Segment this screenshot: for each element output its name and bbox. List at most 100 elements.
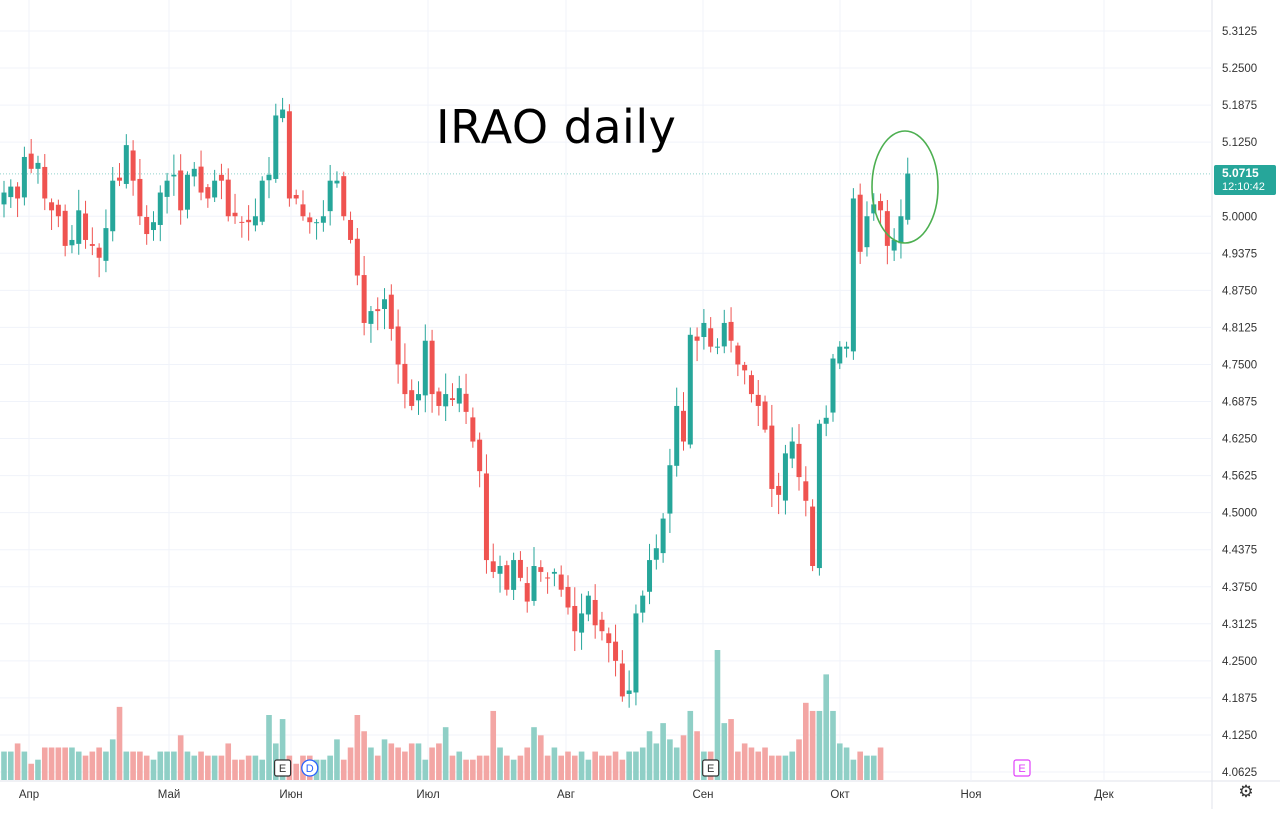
volume-bar	[388, 743, 395, 780]
volume-bar	[164, 751, 170, 780]
y-tick-label: 4.8750	[1222, 285, 1257, 297]
volume-bar	[279, 719, 286, 780]
candle-body	[239, 221, 245, 223]
volume-bar	[239, 759, 245, 780]
candle-body	[728, 321, 734, 341]
candle-body	[307, 217, 313, 223]
y-axis: 5.3125 5.2500 5.1875 5.1250 5.0000 4.9375 4.87…	[1222, 26, 1257, 779]
candle-body	[69, 239, 75, 246]
chart-title: IRAO daily	[436, 100, 677, 154]
candle-body	[687, 334, 693, 445]
volume-bar	[218, 755, 225, 780]
candle-body	[429, 340, 435, 395]
volume-bar	[809, 710, 816, 780]
candle-body	[538, 567, 544, 572]
candle-body	[857, 194, 863, 252]
y-tick-label: 4.6250	[1222, 434, 1257, 446]
x-axis: Апр Май Июн Июл Авг Сен Окт Ноя Дек	[19, 789, 1115, 801]
volume-bar	[35, 759, 41, 780]
volume-bar	[266, 715, 272, 780]
x-tick-label: Апр	[19, 789, 39, 801]
volume-bar	[592, 751, 598, 780]
volume-bar	[327, 755, 333, 780]
candle-body	[667, 465, 673, 514]
volume-bar	[1, 751, 7, 780]
volume-bar	[442, 727, 449, 780]
candle-body	[769, 425, 775, 489]
candle-body	[388, 294, 394, 329]
volume-bar	[803, 702, 809, 780]
volume-bar	[667, 739, 673, 780]
candle-body	[42, 166, 48, 199]
candle-body	[300, 204, 306, 217]
candle-body	[103, 228, 109, 261]
candle-body	[844, 346, 850, 349]
volume-bar	[334, 739, 340, 780]
candle-body	[28, 153, 34, 169]
volume-bar	[137, 751, 143, 780]
volume-bar	[748, 747, 755, 780]
x-tick-label: Дек	[1094, 789, 1114, 801]
candle-body	[171, 174, 177, 177]
candle-body	[164, 180, 170, 197]
volume-bar	[55, 747, 62, 780]
volume-bar	[843, 747, 850, 780]
volume-bar	[510, 759, 517, 780]
candle-body	[470, 417, 476, 442]
volume-bar	[816, 710, 823, 780]
volume-bar	[449, 755, 456, 780]
volume-bar	[870, 755, 877, 780]
candle-body	[497, 566, 503, 574]
volume-bar	[789, 751, 796, 780]
volume-bar	[395, 747, 401, 780]
candle-body	[354, 238, 360, 276]
volume-bar	[490, 710, 497, 780]
volume-bar	[21, 751, 28, 780]
candle-body	[782, 453, 788, 501]
volume-bar	[109, 739, 116, 780]
volume-bar	[463, 759, 469, 780]
candle-body	[409, 390, 415, 406]
candle-body	[626, 690, 632, 694]
volume-bar	[850, 759, 857, 780]
candle-body	[320, 216, 326, 223]
volume-bar	[14, 743, 21, 780]
candle-body	[259, 180, 265, 222]
candle-body	[218, 174, 224, 181]
candle-body	[15, 186, 21, 199]
volume-bar	[150, 759, 157, 780]
volume-bar	[123, 751, 130, 780]
candle-body	[606, 633, 612, 644]
candle-body	[246, 219, 252, 223]
candle-body	[402, 363, 408, 395]
volume-bar	[456, 751, 463, 780]
candle-body	[864, 216, 870, 248]
candle-body	[443, 394, 449, 407]
candle-body	[531, 566, 537, 601]
candle-body	[565, 586, 571, 608]
candle-body	[694, 336, 700, 341]
volume-bar	[741, 743, 748, 780]
volume-bar	[646, 731, 653, 780]
x-tick-label: Авг	[557, 789, 575, 801]
candle-body	[123, 145, 129, 184]
volume-bar	[103, 751, 109, 780]
candle-body	[456, 388, 462, 404]
candle-body	[286, 111, 292, 199]
volume-bar	[531, 727, 537, 780]
y-tick-label: 4.9375	[1222, 248, 1257, 260]
volume-bar	[361, 731, 367, 780]
candle-body	[273, 115, 279, 179]
candle-body	[436, 391, 442, 406]
candle-body	[117, 177, 123, 181]
volume-bar	[116, 706, 123, 780]
candle-body	[891, 239, 897, 251]
candle-body	[592, 599, 598, 626]
settings-gear-icon[interactable]: ⚙	[1238, 782, 1254, 801]
volume-bar	[130, 751, 136, 780]
candle-body	[558, 574, 564, 590]
marker-label: E	[707, 763, 714, 775]
